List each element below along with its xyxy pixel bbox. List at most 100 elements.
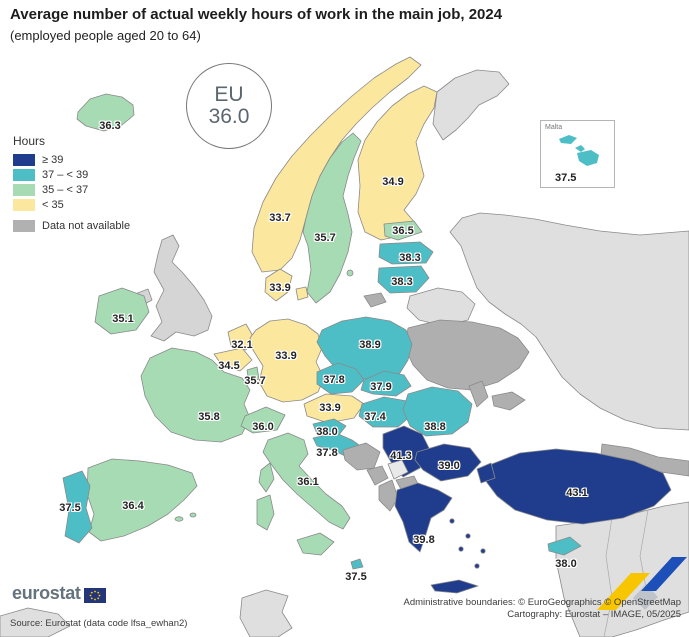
value-label-france: 35.8	[198, 411, 220, 423]
country-belarus	[406, 287, 476, 327]
country-germany	[249, 318, 325, 403]
eu-badge-value: 36.0	[208, 105, 250, 128]
country-finland	[357, 85, 438, 241]
country-denmark	[264, 268, 293, 302]
value-label-ireland: 35.1	[112, 313, 134, 325]
legend: Hours ≥ 39 37 – < 39 35 – < 37 < 35 Data…	[13, 134, 130, 234]
value-label-malta: 37.5	[345, 571, 367, 583]
value-label-slovenia: 38.0	[316, 426, 338, 438]
region-crimea	[491, 391, 526, 411]
legend-label-35to37: 35 – < 37	[42, 184, 89, 196]
value-label-latvia: 38.3	[399, 252, 421, 264]
attribution-line2: Cartography: Eurostat – IMAGE, 05/2025	[507, 609, 681, 621]
value-label-czechia: 37.8	[323, 374, 345, 386]
country-portugal	[62, 470, 93, 544]
island-aegean-5	[474, 563, 480, 569]
value-label-poland: 38.9	[359, 339, 381, 351]
deco-ribbon-yellow	[597, 573, 650, 610]
country-estonia	[383, 220, 423, 241]
value-label-norway: 33.7	[269, 212, 291, 224]
legend-label-ge39: ≥ 39	[42, 154, 64, 166]
value-label-austria: 33.9	[319, 402, 341, 414]
legend-chip-35to37	[13, 184, 35, 196]
value-label-belgium: 34.5	[218, 360, 240, 372]
value-label-iceland: 36.3	[99, 120, 121, 132]
malta-inset-value: 37.5	[555, 172, 577, 184]
value-label-serbia: 41.3	[390, 450, 412, 462]
country-austria	[303, 393, 365, 424]
island-gotland	[346, 269, 354, 277]
middle-east-border-2	[639, 509, 649, 599]
country-united-kingdom	[150, 234, 213, 342]
legend-chip-ge39	[13, 154, 35, 166]
middle-east-border	[603, 517, 613, 637]
deco-ribbon-blue	[641, 557, 687, 591]
country-czechia	[316, 362, 365, 395]
region-kaliningrad	[363, 292, 387, 308]
country-spain	[86, 458, 198, 542]
country-slovenia	[312, 418, 347, 437]
country-ukraine	[404, 319, 530, 391]
eu-badge-label: EU	[214, 82, 244, 106]
country-slovakia	[360, 370, 412, 397]
country-greece	[394, 482, 453, 553]
value-label-netherlands: 32.1	[231, 339, 253, 351]
legend-label-na: Data not available	[42, 220, 131, 232]
legend-chip-37to39	[13, 169, 35, 181]
country-netherlands	[227, 323, 255, 351]
island-aegean-3	[480, 548, 486, 554]
eurostat-logo: eurostat	[12, 583, 106, 604]
value-label-lithuania: 38.3	[391, 276, 413, 288]
value-label-slovakia: 37.9	[370, 381, 392, 393]
value-label-denmark: 33.9	[269, 282, 291, 294]
country-luxembourg	[246, 366, 260, 383]
malta-inset-map	[559, 135, 599, 166]
country-moldova	[468, 380, 489, 408]
malta-inset: Malta 37.5	[540, 120, 615, 188]
value-label-finland: 34.9	[382, 176, 404, 188]
legend-label-37to39: 37 – < 39	[42, 169, 89, 181]
page-title: Average number of actual weekly hours of…	[10, 6, 503, 23]
island-crete	[430, 579, 479, 594]
legend-row-na: Data not available	[13, 219, 130, 233]
country-russia	[449, 212, 689, 431]
island-sicily	[296, 532, 335, 556]
island-zealand	[295, 286, 309, 301]
country-ireland	[94, 287, 150, 335]
legend-row-lt35: < 35	[13, 198, 130, 212]
country-belgium	[213, 347, 253, 372]
value-label-estonia: 36.5	[392, 225, 414, 237]
country-lithuania	[377, 265, 430, 294]
country-sweden	[302, 132, 362, 304]
value-label-romania: 38.8	[424, 421, 446, 433]
country-hungary	[358, 396, 414, 428]
island-mallorca	[174, 516, 184, 522]
legend-row-ge39: ≥ 39	[13, 153, 130, 167]
island-sardinia	[256, 494, 275, 531]
value-label-greece: 39.8	[413, 534, 435, 546]
value-label-hungary: 37.4	[364, 411, 386, 423]
country-latvia	[378, 241, 434, 265]
eu-flag-icon	[83, 588, 106, 603]
country-turkey	[484, 448, 672, 525]
eurostat-logo-text: eurostat	[12, 583, 81, 603]
legend-chip-lt35	[13, 199, 35, 211]
attribution-line1: Administrative boundaries: © EuroGeograp…	[403, 597, 682, 608]
country-tunisia	[239, 589, 293, 637]
value-label-luxembourg: 35.7	[244, 375, 266, 387]
value-label-bulgaria: 39.0	[438, 460, 460, 472]
country-russia-kola	[432, 69, 510, 141]
source-note: Source: Eurostat (data code lfsa_ewhan2)	[10, 618, 188, 629]
country-malta	[350, 558, 364, 570]
island-menorca	[189, 512, 197, 518]
value-label-croatia: 37.8	[316, 447, 338, 459]
island-aegean-1	[449, 518, 455, 524]
country-switzerland	[240, 406, 286, 434]
value-label-switzerland: 36.0	[252, 421, 274, 433]
country-montenegro	[366, 465, 389, 486]
country-bulgaria	[414, 443, 482, 482]
value-label-portugal: 37.5	[59, 502, 81, 514]
legend-title: Hours	[13, 134, 46, 148]
